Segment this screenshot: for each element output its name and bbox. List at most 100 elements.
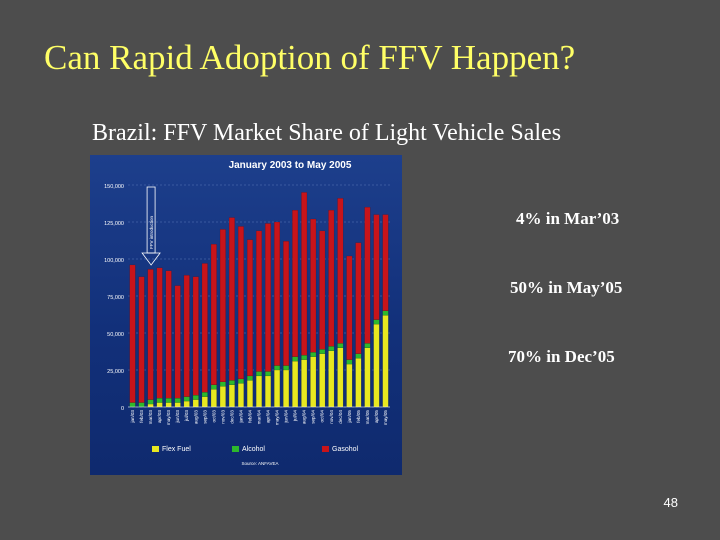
annotation-label: FFV introduction (149, 215, 154, 249)
bar-segment-alcohol (147, 399, 154, 405)
bar-segment-alcohol (156, 397, 163, 403)
y-tick-label: 0 (121, 406, 124, 412)
bar-segment-flex-fuel (165, 402, 172, 408)
x-tick-label: feb/05 (356, 410, 361, 423)
x-tick-label: jan/05 (347, 410, 352, 424)
y-tick-label: 75,000 (107, 295, 124, 301)
bar-segment-alcohol (355, 353, 362, 359)
bar-segment-flex-fuel (274, 369, 281, 408)
bar-segment-flex-fuel (382, 315, 389, 408)
bar-segment-alcohol (310, 352, 317, 357)
bar-segment-alcohol (346, 359, 353, 365)
bar-segment-gasohol (219, 229, 226, 382)
x-tick-label: mar/05 (365, 410, 370, 425)
x-tick-label: nov/04 (329, 410, 334, 424)
slide-subtitle: Brazil: FFV Market Share of Light Vehicl… (92, 120, 562, 146)
x-tick-label: jul/04 (293, 410, 298, 422)
bar-segment-alcohol (292, 356, 299, 362)
bar-segment-gasohol (283, 241, 290, 366)
bar-segment-gasohol (292, 210, 299, 357)
bar-segment-flex-fuel (237, 383, 244, 408)
x-tick-label: dec/04 (338, 410, 343, 424)
bar-segment-flex-fuel (328, 350, 335, 408)
bar-segment-flex-fuel (219, 386, 226, 408)
x-tick-label: aug/03 (193, 410, 198, 424)
x-tick-label: mar/03 (148, 410, 153, 425)
y-tick-label: 25,000 (107, 369, 124, 375)
bar-segment-gasohol (129, 264, 136, 403)
bar-segment-alcohol (265, 371, 271, 377)
annotation-arrow (141, 252, 161, 266)
bar-segment-flex-fuel (183, 400, 190, 408)
bar-segment-gasohol (274, 221, 281, 366)
bar-segment-alcohol (328, 346, 335, 351)
x-tick-label: jul/03 (184, 410, 189, 422)
x-tick-label: jun/04 (284, 410, 289, 424)
x-tick-label: jan/04 (238, 410, 243, 424)
bar-segment-gasohol (156, 267, 163, 399)
chart-source: Source: ANFAVEA (242, 461, 279, 466)
bar-segment-alcohol (165, 397, 172, 403)
x-tick-label: aug/04 (302, 410, 307, 424)
bar-segment-gasohol (201, 263, 208, 393)
bar-segment-flex-fuel (337, 347, 344, 408)
bar-segment-gasohol (382, 214, 389, 311)
bar-segment-gasohol (373, 214, 380, 320)
bar-segment-gasohol (147, 269, 154, 400)
x-tick-label: jun/03 (175, 410, 180, 424)
x-tick-label: nov/03 (220, 410, 225, 424)
bar-segment-flex-fuel (292, 360, 299, 408)
bar-segment-gasohol (346, 255, 353, 360)
chart-title: January 2003 to May 2005 (229, 160, 352, 171)
x-tick-label: dec/03 (229, 410, 234, 424)
bar-segment-alcohol (256, 371, 262, 377)
bar-segment-flex-fuel (265, 375, 271, 408)
legend-swatch-gasohol (322, 446, 329, 452)
bar-segment-gasohol (165, 270, 172, 399)
bar-segment-alcohol (192, 395, 199, 400)
x-tick-label: jan/03 (130, 410, 135, 424)
bar-segment-gasohol (138, 276, 145, 403)
bar-segment-alcohol (237, 378, 244, 384)
bar-segment-gasohol (210, 244, 217, 385)
bar-segment-flex-fuel (247, 380, 253, 408)
x-tick-label: may/03 (166, 410, 171, 426)
bar-segment-gasohol (364, 207, 371, 344)
y-tick-label: 50,000 (107, 332, 124, 338)
bar-segment-alcohol (364, 343, 371, 348)
x-tick-label: sep/03 (202, 410, 207, 424)
x-tick-label: sep/04 (311, 410, 316, 424)
bar-segment-flex-fuel (283, 369, 290, 408)
bar-segment-flex-fuel (364, 347, 371, 408)
bar-segment-flex-fuel (310, 356, 317, 408)
stat-dec-05: 70% in Dec’05 (508, 347, 615, 366)
x-tick-label: apr/03 (157, 410, 162, 423)
x-tick-label: may/05 (383, 410, 388, 426)
bar-segment-flex-fuel (319, 353, 326, 408)
bar-segment-gasohol (174, 285, 181, 399)
legend-swatch-flex-fuel (152, 446, 159, 452)
bar-segment-flex-fuel (156, 402, 163, 408)
bar-segment-alcohol (138, 402, 145, 408)
bar-segment-gasohol (319, 230, 326, 350)
bar-segment-alcohol (337, 343, 344, 348)
x-tick-label: apr/04 (266, 410, 271, 423)
legend-label: Gasohol (332, 446, 359, 453)
x-tick-label: oct/04 (320, 410, 325, 423)
bar-segment-alcohol (301, 355, 308, 360)
bar-segment-alcohol (219, 381, 226, 387)
bar-segment-gasohol (265, 223, 271, 372)
stacked-bar-chart: January 2003 to May 2005 0 25,000 50,000 75,… (104, 160, 390, 466)
legend-swatch-alcohol (232, 446, 239, 452)
bar-segment-alcohol (373, 319, 380, 325)
stat-may-05: 50% in May’05 (510, 278, 623, 297)
bar-segment-flex-fuel (192, 399, 199, 408)
x-tick-label: feb/04 (247, 410, 252, 423)
bar-segment-flex-fuel (210, 389, 217, 408)
y-tick-label: 125,000 (104, 221, 124, 227)
bar-segment-gasohol (301, 192, 308, 356)
bar-segment-alcohol (319, 349, 326, 354)
bar-segment-alcohol (228, 380, 235, 385)
stat-mar-03: 4% in Mar’03 (516, 209, 620, 228)
x-tick-label: oct/03 (211, 410, 216, 423)
